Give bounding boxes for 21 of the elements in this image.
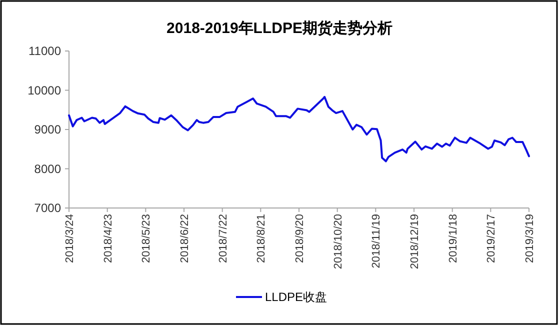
x-tick-label: 2018/6/22 xyxy=(179,214,191,263)
legend-label: LLDPE收盘 xyxy=(265,290,328,304)
y-tick-label: 10000 xyxy=(28,83,62,98)
x-tick-label: 2018/10/20 xyxy=(332,214,344,270)
y-tick-label: 9000 xyxy=(34,122,62,136)
x-tick-label: 2018/12/19 xyxy=(409,214,421,270)
x-tick-label: 2019/3/19 xyxy=(524,214,536,263)
x-tick-label: 2019/1/18 xyxy=(447,214,460,263)
x-tick-label: 2018/9/20 xyxy=(294,214,306,263)
x-tick-label: 2018/8/21 xyxy=(256,214,268,263)
x-tick-label: 2019/2/17 xyxy=(486,214,498,263)
x-tick-label: 2018/11/19 xyxy=(370,214,383,268)
y-tick-label: 8000 xyxy=(34,162,62,176)
chart-title: 2018-2019年LLDPE期货走势分析 xyxy=(166,20,392,37)
x-tick-label: 2018/5/23 xyxy=(140,214,153,263)
x-tick-label: 2018/4/23 xyxy=(102,214,114,263)
y-tick-label: 7000 xyxy=(34,201,62,215)
x-tick-label: 2018/3/24 xyxy=(64,214,76,263)
x-tick-label: 2018/7/22 xyxy=(217,214,230,263)
line-series xyxy=(68,96,530,162)
y-tick-label: 11000 xyxy=(28,44,62,58)
